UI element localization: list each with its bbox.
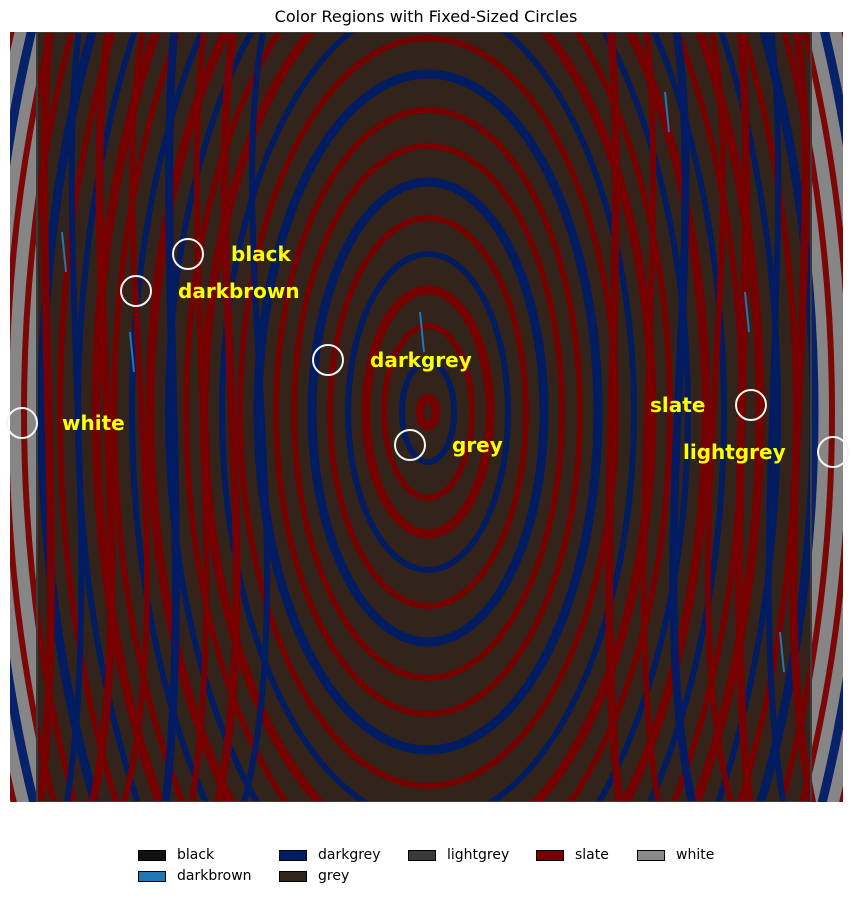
contour-ring [237, 35, 619, 789]
contour-ring [399, 359, 457, 465]
legend-swatch-black [138, 849, 166, 861]
speckle-mark [779, 631, 785, 673]
contour-band [213, 32, 241, 802]
contour-ring [273, 107, 583, 717]
legend-label: darkgrey [318, 847, 381, 863]
legend-swatch-white [637, 849, 665, 861]
contour-ring [183, 32, 673, 802]
legend-swatch-darkgrey [279, 849, 307, 861]
annotation-white: white [62, 411, 125, 435]
legend-label: darkbrown [177, 868, 252, 884]
contour-band [765, 32, 787, 802]
speckle-mark [744, 291, 750, 333]
contour-ring [253, 69, 603, 755]
speckle-mark [664, 91, 670, 133]
contour-ring [219, 32, 637, 802]
circle-marker-slate [735, 389, 767, 421]
contour-band [669, 32, 697, 802]
legend-item-darkgrey: darkgrey [271, 845, 381, 865]
contour-band [161, 32, 180, 802]
contour-band [121, 32, 151, 802]
contour-band [63, 32, 85, 802]
speckle-mark [419, 311, 425, 353]
figure-title: Color Regions with Fixed-Sized Circles [274, 7, 578, 26]
legend-label: grey [318, 868, 350, 884]
contour-ring [307, 177, 549, 647]
circle-marker-white [6, 407, 38, 439]
legend-item-slate: slate [528, 845, 609, 865]
circle-marker-grey [394, 429, 426, 461]
contour-band [789, 32, 817, 802]
legend-label: black [177, 847, 215, 863]
legend-item-grey: grey [271, 866, 349, 886]
annotation-darkbrown: darkbrown [178, 279, 300, 303]
circle-marker-black [172, 238, 204, 270]
contour-ring [361, 285, 495, 539]
legend-item-darkbrown: darkbrown [130, 866, 252, 886]
contour-ring [291, 143, 565, 681]
contour-band [640, 32, 662, 802]
legend: black darkbrown darkgrey grey lightgrey … [130, 843, 750, 891]
legend-item-black: black [130, 845, 214, 865]
contour-band [605, 32, 624, 802]
speckle-mark [61, 231, 67, 273]
speckle-mark [129, 331, 135, 373]
legend-swatch-slate [536, 849, 564, 861]
contour-pattern [10, 32, 843, 802]
contour-ring [327, 215, 529, 609]
circle-marker-darkbrown [120, 275, 152, 307]
annotation-lightgrey: lightgrey [683, 440, 786, 464]
contour-ring [145, 32, 711, 802]
legend-swatch-grey [279, 870, 307, 882]
annotation-slate: slate [650, 393, 706, 417]
contour-ring [415, 393, 441, 431]
contour-ring [381, 323, 475, 501]
legend-swatch-darkbrown [138, 870, 166, 882]
contour-band [704, 32, 734, 802]
color-region-image [10, 32, 843, 802]
contour-ring [165, 32, 691, 802]
legend-item-white: white [629, 845, 714, 865]
annotation-black: black [231, 242, 291, 266]
contour-ring [129, 32, 727, 802]
contour-ring [37, 32, 819, 802]
legend-item-lightgrey: lightgrey [400, 845, 509, 865]
circle-marker-lightgrey [817, 436, 849, 468]
legend-label: slate [575, 847, 609, 863]
contour-band [88, 32, 116, 802]
annotation-grey: grey [452, 433, 503, 457]
legend-label: lightgrey [447, 847, 510, 863]
contour-band [36, 32, 55, 802]
contour-band [188, 32, 210, 802]
contour-band [241, 32, 271, 802]
circle-marker-darkgrey [312, 344, 344, 376]
annotation-darkgrey: darkgrey [370, 348, 472, 372]
legend-label: white [676, 847, 715, 863]
legend-swatch-lightgrey [408, 849, 436, 861]
image-plot-area [10, 32, 843, 802]
contour-ring [345, 251, 511, 573]
